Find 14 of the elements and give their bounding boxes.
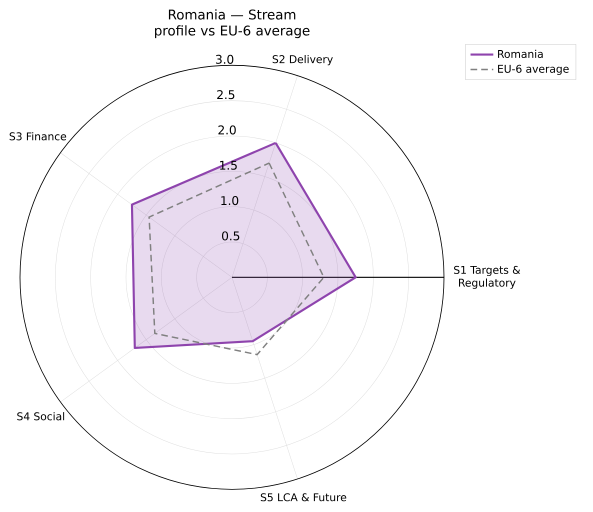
y-tick-label: 0.5 bbox=[222, 231, 240, 240]
y-tick-label: 2.0 bbox=[218, 125, 236, 134]
legend-label: Romania bbox=[498, 50, 543, 58]
spoke-label: S5 LCA & Future bbox=[260, 493, 346, 502]
y-tick-label: 2.5 bbox=[217, 90, 234, 100]
spoke-label: S4 Social bbox=[17, 412, 64, 420]
spoke-label: S3 Finance bbox=[10, 132, 66, 140]
spoke-label: S2 Delivery bbox=[272, 54, 333, 66]
y-tick-label: 1.0 bbox=[221, 196, 238, 206]
spoke-label: S1 Targets & Regulatory bbox=[454, 266, 520, 289]
chart-title: Romania — Stream profile vs EU-6 average bbox=[155, 9, 310, 38]
y-tick-label: 1.5 bbox=[220, 160, 237, 170]
legend-label: EU-6 average bbox=[498, 64, 569, 75]
y-tick-label: 3.0 bbox=[216, 54, 234, 64]
